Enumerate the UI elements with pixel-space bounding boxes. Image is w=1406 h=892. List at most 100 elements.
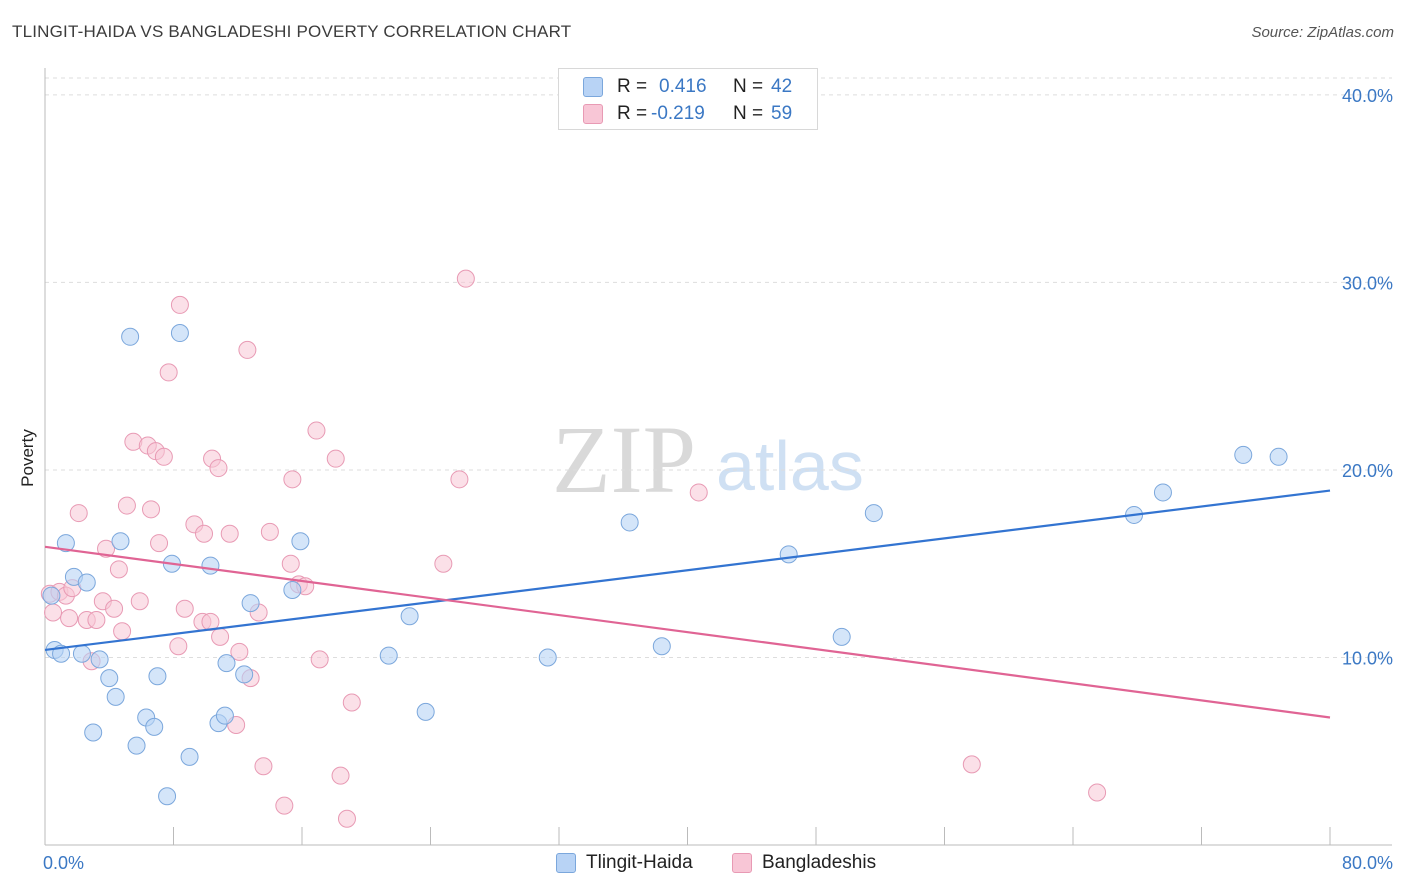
legend-item-bangladeshis[interactable]: Bangladeshis: [732, 852, 876, 874]
data-point-bangladeshis: [142, 500, 161, 519]
data-point-bangladeshis: [211, 627, 230, 646]
legend-r-label: R =: [617, 76, 648, 97]
data-point-bangladeshis: [170, 295, 189, 314]
data-point-tlingit-haida: [170, 324, 189, 343]
y-axis-title: Poverty: [18, 429, 37, 487]
data-point-bangladeshis: [69, 504, 88, 523]
chart-source: Source: ZipAtlas.com: [1251, 24, 1394, 41]
data-point-tlingit-haida: [90, 650, 109, 669]
tick-labels: 10.0% 20.0% 30.0% 40.0% 0.0% 80.0%: [43, 86, 1393, 873]
legend-label: Bangladeshis: [762, 852, 877, 873]
legend-swatch-blue: [556, 853, 576, 873]
watermark-atlas: atlas: [716, 427, 864, 505]
watermark-zip: ZIP: [552, 406, 696, 513]
data-point-bangladeshis: [238, 340, 257, 359]
x-tick-label: 80.0%: [1342, 853, 1393, 873]
axes: [44, 68, 1392, 846]
data-point-bangladeshis: [87, 610, 106, 629]
data-point-tlingit-haida: [145, 717, 164, 736]
data-point-tlingit-haida: [379, 646, 398, 665]
data-point-bangladeshis: [109, 560, 128, 579]
trend-lines: [44, 489, 1331, 719]
legend-r-value: -0.219: [651, 103, 705, 124]
data-point-bangladeshis: [1088, 783, 1107, 802]
data-point-bangladeshis: [434, 554, 453, 573]
data-point-tlingit-haida: [620, 513, 639, 532]
data-point-tlingit-haida: [283, 580, 302, 599]
y-tick-label: 10.0%: [1342, 648, 1393, 668]
data-point-tlingit-haida: [1234, 445, 1253, 464]
y-tick-label: 20.0%: [1342, 461, 1393, 481]
legend-label: Tlingit-Haida: [586, 852, 693, 873]
data-point-tlingit-haida: [106, 687, 125, 706]
data-point-tlingit-haida: [864, 504, 883, 523]
data-point-tlingit-haida: [127, 736, 146, 755]
data-point-tlingit-haida: [42, 586, 61, 605]
data-point-bangladeshis: [326, 449, 345, 468]
data-point-bangladeshis: [254, 757, 273, 776]
data-point-tlingit-haida: [158, 787, 177, 806]
data-point-bangladeshis: [310, 650, 329, 669]
series-tlingit-haida: [42, 324, 1288, 806]
data-point-bangladeshis: [154, 447, 173, 466]
data-point-tlingit-haida: [235, 665, 254, 684]
data-point-bangladeshis: [175, 599, 194, 618]
legend-r-value: 0.416: [659, 76, 707, 97]
data-point-bangladeshis: [130, 592, 149, 611]
data-point-bangladeshis: [195, 524, 214, 543]
data-point-bangladeshis: [105, 599, 124, 618]
y-tick-label: 30.0%: [1342, 273, 1393, 293]
data-point-bangladeshis: [275, 796, 294, 815]
data-point-tlingit-haida: [111, 532, 130, 551]
data-point-bangladeshis: [450, 470, 469, 489]
data-point-bangladeshis: [337, 809, 356, 828]
data-point-tlingit-haida: [148, 667, 167, 686]
x-tick-label: 0.0%: [43, 853, 84, 873]
trend-line-tlingit-haida: [44, 489, 1331, 652]
data-point-tlingit-haida: [538, 648, 557, 667]
data-point-tlingit-haida: [832, 627, 851, 646]
data-point-tlingit-haida: [77, 573, 96, 592]
legend-swatch-pink: [732, 853, 752, 873]
data-point-bangladeshis: [283, 470, 302, 489]
data-point-bangladeshis: [169, 637, 188, 656]
data-point-tlingit-haida: [291, 532, 310, 551]
data-point-bangladeshis: [117, 496, 136, 515]
correlation-legend: R = 0.416 N = 42 R = -0.219 N = 59: [558, 68, 818, 130]
data-point-tlingit-haida: [100, 669, 119, 688]
data-point-tlingit-haida: [217, 654, 236, 673]
data-point-tlingit-haida: [1153, 483, 1172, 502]
data-point-bangladeshis: [113, 622, 132, 641]
data-point-bangladeshis: [60, 609, 79, 628]
legend-n-label: N =: [733, 76, 764, 97]
data-point-tlingit-haida: [652, 637, 671, 656]
legend-swatch-pink: [583, 104, 603, 124]
data-point-tlingit-haida: [400, 607, 419, 626]
data-point-bangladeshis: [962, 755, 981, 774]
legend-r-label: R =: [617, 103, 648, 124]
data-point-bangladeshis: [307, 421, 326, 440]
y-tick-label: 40.0%: [1342, 86, 1393, 106]
chart-title: TLINGIT-HAIDA VS BANGLADESHI POVERTY COR…: [12, 22, 572, 41]
legend-n-value: 59: [771, 103, 793, 124]
legend-n-value: 42: [771, 76, 793, 97]
data-point-bangladeshis: [260, 522, 279, 541]
data-point-bangladeshis: [331, 766, 350, 785]
data-point-bangladeshis: [159, 363, 178, 382]
data-point-tlingit-haida: [201, 556, 220, 575]
watermark: ZIP atlas: [552, 406, 864, 513]
data-point-tlingit-haida: [779, 545, 798, 564]
data-point-tlingit-haida: [121, 327, 140, 346]
data-point-tlingit-haida: [1269, 447, 1288, 466]
data-point-tlingit-haida: [241, 594, 260, 613]
legend-n-label: N =: [733, 103, 764, 124]
data-point-bangladeshis: [456, 269, 475, 288]
legend-item-tlingit-haida[interactable]: Tlingit-Haida: [556, 852, 693, 874]
data-point-bangladeshis: [209, 459, 228, 478]
data-point-bangladeshis: [342, 693, 361, 712]
trend-line-bangladeshis: [44, 545, 1331, 719]
data-point-tlingit-haida: [84, 723, 103, 742]
data-point-bangladeshis: [689, 483, 708, 502]
data-point-tlingit-haida: [180, 747, 199, 766]
data-point-tlingit-haida: [416, 702, 435, 721]
